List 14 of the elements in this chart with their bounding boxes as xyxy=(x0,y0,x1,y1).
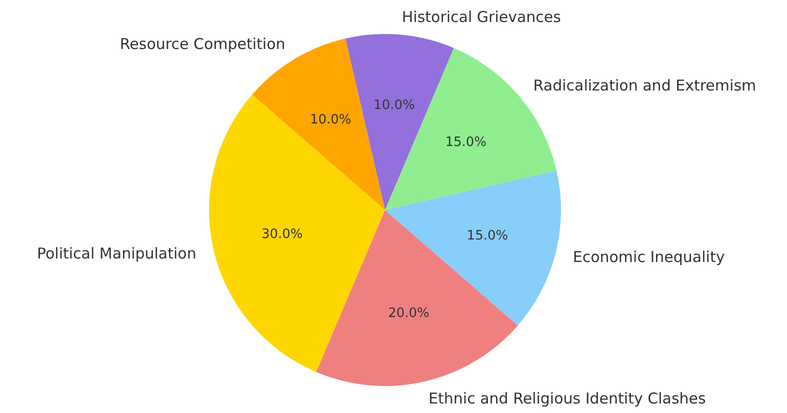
slice-label: Radicalization and Extremism xyxy=(533,76,756,95)
data-label: 15.0% xyxy=(445,135,487,150)
slice-label: Historical Grievances xyxy=(402,8,562,26)
data-label: 20.0% xyxy=(388,306,430,321)
slice-label: Political Manipulation xyxy=(36,244,196,263)
data-label: 15.0% xyxy=(466,228,508,244)
data-label: 10.0% xyxy=(374,98,415,113)
data-label: 10.0% xyxy=(310,112,352,128)
data-label: 30.0% xyxy=(261,226,303,242)
slice-label: Ethnic and Religious Identity Clashes xyxy=(428,390,706,408)
slice-label: Resource Competition xyxy=(120,35,286,54)
pie-slice xyxy=(385,170,561,326)
pie-slice xyxy=(316,210,518,386)
slice-label: Economic Inequality xyxy=(572,248,725,266)
